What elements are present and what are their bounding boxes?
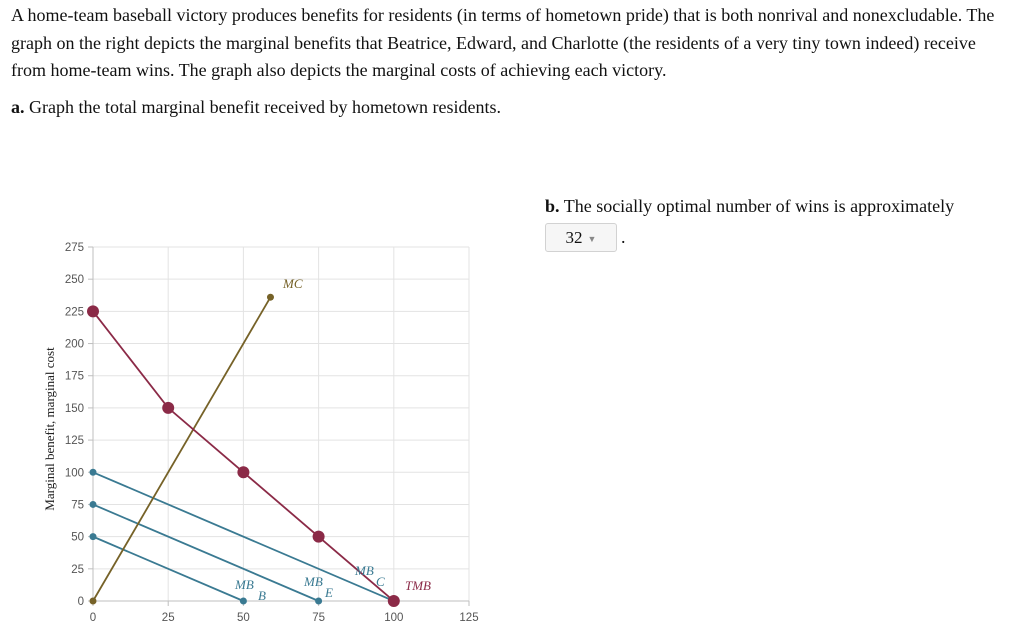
y-tick-label: 50 [71, 532, 84, 544]
mc-point-0[interactable] [89, 597, 97, 605]
mb-b-point-1[interactable] [239, 597, 247, 605]
mb-e-point-1[interactable] [315, 597, 323, 605]
mb-b-line[interactable] [92, 535, 244, 602]
y-tick-label: 225 [65, 306, 84, 318]
mb-b-curve-label: MB [234, 577, 254, 592]
mb-b-curve-subscript: B [258, 588, 266, 603]
y-tick-label: 275 [65, 242, 84, 254]
optimal-wins-value: 32 [565, 227, 583, 247]
mc-point-1[interactable] [266, 293, 274, 301]
mb-e-curve-subscript: E [324, 585, 333, 600]
x-tick-label: 75 [312, 612, 325, 624]
y-tick-label: 175 [65, 371, 84, 383]
question-text: A home-team baseball victory produces be… [11, 5, 995, 80]
tmb-curve-label: TMB [405, 578, 431, 593]
x-tick-label: 100 [384, 612, 403, 624]
mc-line[interactable] [92, 296, 272, 602]
answer-period: . [621, 227, 626, 247]
mb-e-point-0[interactable] [89, 500, 97, 508]
chart-grid [92, 246, 470, 602]
tmb-point-2[interactable] [237, 466, 250, 479]
mb-c-line[interactable] [92, 471, 395, 602]
answer-row: 32 ▼ . [545, 223, 626, 252]
mb-c-curve-label: MB [354, 563, 374, 578]
mc-curve-label: MC [282, 276, 303, 291]
mb-e-curve-label: MB [303, 574, 323, 589]
part-a-label: a. [11, 97, 25, 117]
y-tick-label: 0 [78, 596, 84, 608]
chevron-down-icon: ▼ [587, 234, 597, 244]
tmb-point-4[interactable] [387, 595, 400, 607]
x-tick-label: 0 [90, 612, 96, 624]
y-tick-label: 100 [65, 467, 84, 479]
tmb-point-3[interactable] [312, 530, 325, 543]
y-tick-label: 125 [65, 435, 84, 447]
mb-c-curve-subscript: C [376, 574, 385, 589]
y-tick-label: 150 [65, 403, 84, 415]
x-tick-label: 25 [162, 612, 175, 624]
part-a-prompt: a. Graph the total marginal benefit rece… [11, 94, 501, 121]
part-a-text: Graph the total marginal benefit receive… [29, 97, 502, 117]
optimal-wins-dropdown[interactable]: 32 ▼ [545, 223, 617, 252]
x-tick-label: 125 [459, 612, 478, 624]
mb-c-point-0[interactable] [89, 468, 97, 476]
mb-b-point-0[interactable] [89, 533, 97, 541]
y-tick-label: 25 [71, 564, 84, 576]
y-tick-label: 250 [65, 274, 84, 286]
part-b-prompt: b. The socially optimal number of wins i… [545, 193, 954, 220]
y-tick-label: 75 [71, 499, 84, 511]
x-tick-label: 50 [237, 612, 250, 624]
tmb-point-0[interactable] [87, 305, 99, 318]
marginal-benefit-chart[interactable]: 0 25 50 75 100 125 150 175 200 225 250 275 0 25 50 75 10… [0, 230, 520, 624]
y-axis-label: Marginal benefit, marginal cost [42, 347, 57, 511]
chart-series[interactable] [87, 293, 400, 607]
y-tick-label: 200 [65, 339, 84, 351]
part-b-label: b. [545, 196, 560, 216]
part-b-text: The socially optimal number of wins is a… [563, 196, 955, 216]
mb-e-line[interactable] [92, 503, 319, 602]
tmb-point-1[interactable] [162, 401, 175, 414]
